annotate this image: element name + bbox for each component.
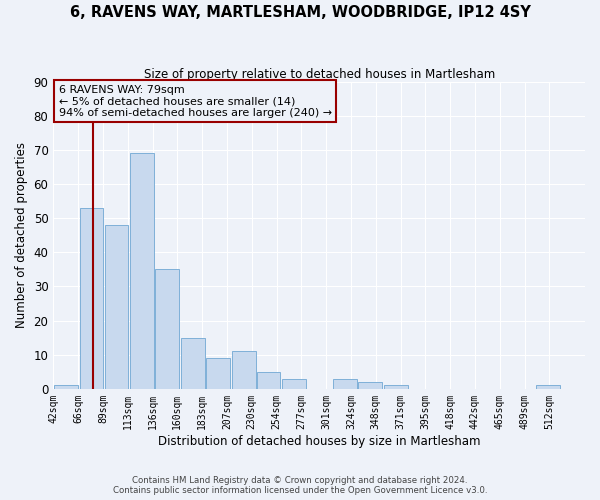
Bar	[232, 352, 256, 389]
Bar	[80, 208, 103, 389]
Bar	[54, 386, 77, 389]
Bar	[104, 225, 128, 389]
Bar	[358, 382, 382, 389]
Text: 6 RAVENS WAY: 79sqm
← 5% of detached houses are smaller (14)
94% of semi-detache: 6 RAVENS WAY: 79sqm ← 5% of detached hou…	[59, 84, 332, 118]
Y-axis label: Number of detached properties: Number of detached properties	[15, 142, 28, 328]
Bar	[206, 358, 230, 389]
Bar	[384, 386, 407, 389]
X-axis label: Distribution of detached houses by size in Martlesham: Distribution of detached houses by size …	[158, 434, 481, 448]
Bar	[536, 386, 560, 389]
Bar	[155, 270, 179, 389]
Bar	[283, 378, 306, 389]
Bar	[130, 154, 154, 389]
Bar	[181, 338, 205, 389]
Text: Contains HM Land Registry data © Crown copyright and database right 2024.
Contai: Contains HM Land Registry data © Crown c…	[113, 476, 487, 495]
Bar	[333, 378, 357, 389]
Bar	[257, 372, 280, 389]
Text: 6, RAVENS WAY, MARTLESHAM, WOODBRIDGE, IP12 4SY: 6, RAVENS WAY, MARTLESHAM, WOODBRIDGE, I…	[70, 5, 530, 20]
Title: Size of property relative to detached houses in Martlesham: Size of property relative to detached ho…	[143, 68, 495, 80]
